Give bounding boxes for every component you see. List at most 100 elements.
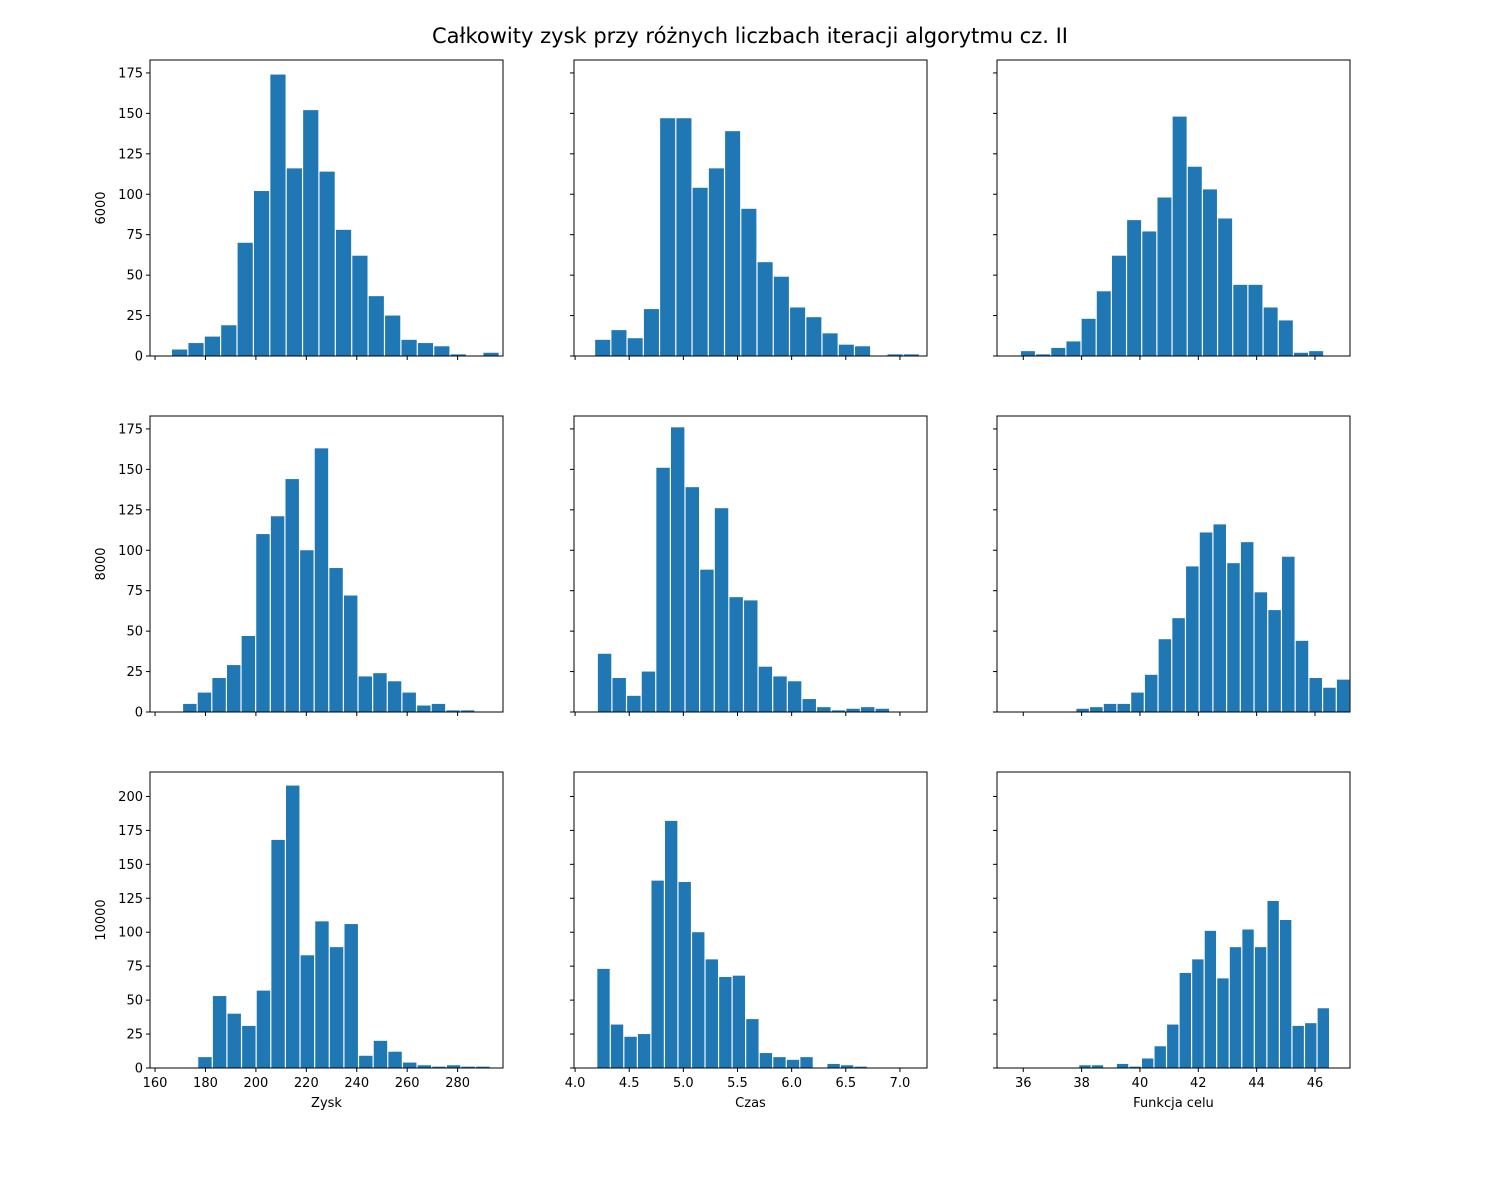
histogram-bar [461,1066,475,1068]
y-tick-label: 175 [118,422,143,437]
histogram-bar [831,710,846,712]
histogram-bar [1020,351,1035,356]
axes-frame [573,771,928,1069]
x-tick-label: 5.5 [727,1076,748,1091]
histogram-bar [344,924,358,1068]
histogram-bar [611,330,627,356]
x-axis-label: Czas [735,1096,766,1111]
x-tick-label: 260 [395,1076,420,1091]
histogram-bar [434,346,450,356]
histogram-bar [1186,566,1199,712]
histogram-bar [300,550,314,712]
histogram-bar [1263,307,1278,356]
histogram-bar [270,74,286,356]
histogram-bar [744,600,758,712]
x-tick-label: 4.0 [565,1076,586,1091]
histogram-bar [402,692,416,712]
histogram-bar [887,354,903,356]
histogram-bar [708,168,724,356]
histogram-bar [403,1062,417,1068]
histogram-bar [1240,542,1254,712]
histogram-panel-r2c1: 4.0 4.5 5.0 5.5 6.0 6.5 7.0 Czas [565,771,928,1111]
histogram-bar [700,569,714,712]
histogram-bar [1227,563,1240,712]
histogram-bar [1213,524,1226,712]
histogram-bar [483,352,499,356]
histogram-bar [1096,291,1111,356]
histogram-bar [665,820,678,1068]
axes-frame [996,415,1351,713]
histogram-bar [875,708,890,712]
histogram-bar [1202,189,1217,356]
histogram-bar [800,1057,813,1068]
histogram-bar [732,975,746,1068]
histogram-bar [1127,220,1142,356]
histogram-bar [335,229,352,356]
histogram-bar [1192,959,1204,1068]
histogram-bar [685,487,700,712]
x-tick-label: 40 [1132,1076,1149,1091]
histogram-bar [790,307,806,356]
histogram-bar [198,1057,212,1068]
histogram-bar [1154,1046,1166,1068]
histogram-bar [417,705,431,712]
axes-frame [573,59,928,357]
x-tick-label: 36 [1015,1076,1032,1091]
y-tick-label: 100 [118,544,143,559]
histogram-bar [1051,347,1066,356]
histogram-bar [822,333,838,356]
histogram-bar [1131,692,1144,712]
histogram-panel-r1c2 [993,415,1351,716]
histogram-bar [460,710,475,712]
histogram-bar [627,695,641,712]
histogram-bar [1282,556,1295,712]
histogram-bar [1248,284,1263,356]
x-axis-label: Zysk [311,1096,342,1111]
histogram-bar [612,678,626,712]
histogram-bar [373,673,387,712]
histogram-bar [1116,1063,1129,1068]
histogram-bar [627,338,643,356]
histogram-bar [256,990,271,1068]
histogram-bar [1066,341,1081,356]
histogram-bar [1111,255,1126,356]
histogram-bar [827,1063,840,1068]
y-axis-label: 8000 [94,547,109,580]
histogram-bar [1268,610,1281,712]
histogram-bar [656,467,670,712]
histogram-bar [705,959,718,1068]
histogram-bar [319,171,335,356]
histogram-bar [1309,351,1324,356]
histogram-bar [1217,978,1229,1068]
histogram-bar [1294,352,1308,356]
axes-frame [996,59,1351,357]
histogram-bar [854,1066,867,1068]
histogram-bar [1172,618,1185,712]
y-tick-label: 0 [135,1062,143,1077]
histogram-bar [204,336,220,356]
y-tick-label: 175 [118,66,143,81]
histogram-bar [1142,231,1157,356]
histogram-bar [725,131,741,356]
axes-frame [149,771,504,1069]
y-tick-label: 25 [126,665,143,680]
histogram-bar [431,703,446,712]
x-tick-label: 44 [1248,1076,1265,1091]
histogram-bar [1036,354,1051,356]
histogram-bar [241,635,256,712]
histogram-bar [1317,1008,1329,1068]
histogram-bar [368,296,384,356]
histogram-panel-r2c2: 36 38 40 42 44 46 Funkcja celu [993,771,1351,1111]
y-tick-label: 75 [126,960,143,975]
histogram-bar [861,707,875,712]
histogram-bar [846,708,860,712]
x-tick-label: 46 [1307,1076,1324,1091]
histogram-bar [1158,639,1172,712]
y-tick-label: 150 [118,107,143,122]
y-tick-label: 125 [118,892,143,907]
histogram-bar [256,534,270,712]
histogram-bar [637,1034,651,1068]
histogram-bar [417,1065,432,1068]
histogram-bar [643,309,659,356]
histogram-bar [1254,947,1267,1068]
